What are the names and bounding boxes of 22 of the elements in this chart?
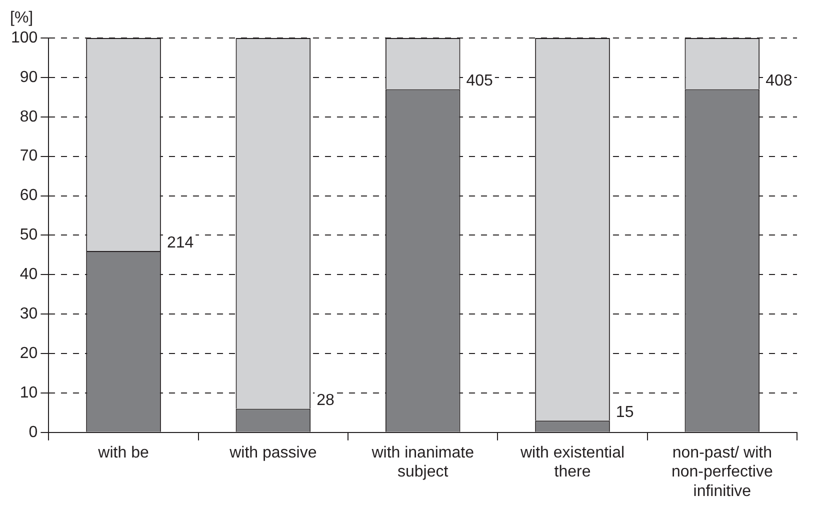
annotation: 214 [166,234,194,252]
x-tick-label: with existential there [519,444,625,481]
y-tick-label: 40 [20,266,38,284]
y-tick-label: 50 [20,226,38,244]
y-tick-label: 30 [20,305,38,322]
y-tick-label: 90 [20,68,38,86]
y-tick-label: 80 [20,108,38,126]
y-tick-label: 60 [20,187,38,204]
y-tick-label: 70 [20,148,38,165]
x-tick-label: with be [97,444,149,462]
y-tick-label: 0 [28,424,38,441]
y-tick-label: 100 [10,29,38,46]
annotation: 28 [316,392,334,410]
x-tick-label: non-past/ with non-perfective infinitive [671,444,773,500]
annotation: 405 [466,72,494,90]
annotation: 15 [616,404,634,421]
y-tick-label: 10 [20,384,38,402]
y-tick-label: 20 [20,344,38,362]
x-tick-label: with passive [228,444,317,462]
y-axis-title: [%] [10,9,34,26]
annotation: 408 [766,72,792,90]
x-tick-label: with inanimate subject [370,444,474,481]
